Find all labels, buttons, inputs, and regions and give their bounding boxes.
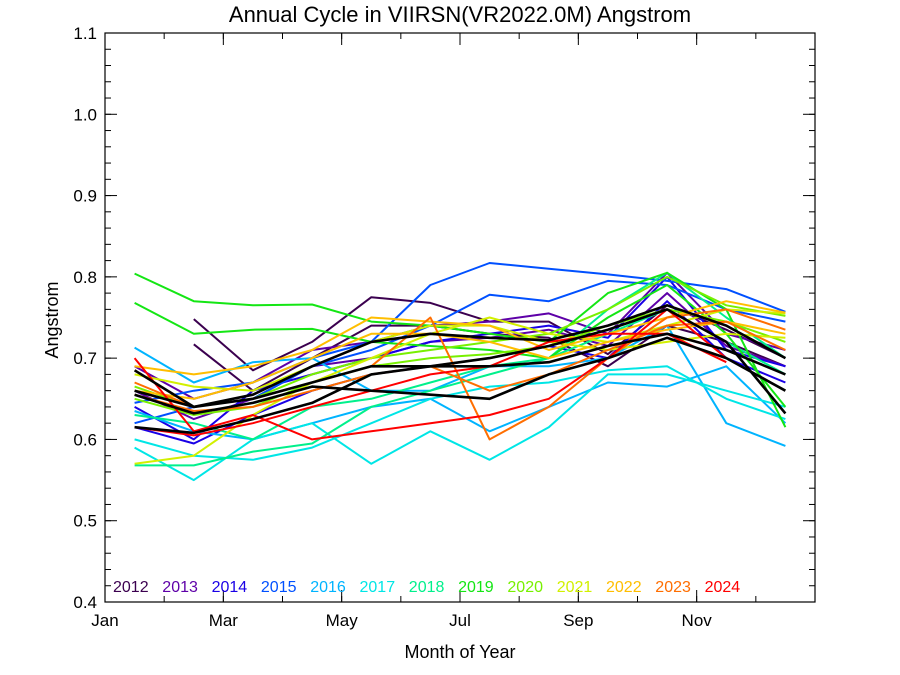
legend-entry-2024: 2024 <box>705 579 741 596</box>
climatology-group <box>133 304 787 435</box>
series-line-2017-1 <box>134 373 786 482</box>
y-tick-label: 0.9 <box>73 187 97 206</box>
legend-entry-2022: 2022 <box>606 579 642 596</box>
climatology-line-2 <box>134 336 787 415</box>
x-tick-label: Jan <box>91 611 118 630</box>
series-line-2017-2 <box>134 365 786 461</box>
legend-entry-2017: 2017 <box>360 579 396 596</box>
y-tick-label: 1.1 <box>73 24 97 43</box>
x-tick-label: Sep <box>563 611 593 630</box>
y-tick-label: 0.4 <box>73 593 97 612</box>
legend-entry-2023: 2023 <box>655 579 691 596</box>
y-tick-label: 1.0 <box>73 105 97 124</box>
series-line-2022-2 <box>134 320 786 400</box>
legend-entry-2020: 2020 <box>507 579 543 596</box>
series-line-2023-2 <box>134 320 786 412</box>
y-axis-label: Angstrom <box>42 281 62 358</box>
plot-area: 0.4 0.5 0.6 0.7 0.8 0.9 1.0 1.1 Jan Mar May Jul Sep N… <box>73 24 816 630</box>
series-line-2014-2 <box>134 300 786 445</box>
series-line-2019-2 <box>134 284 787 408</box>
series-line-2021-1 <box>134 308 786 465</box>
y-tick-label: 0.6 <box>73 430 97 449</box>
legend-entry-2016: 2016 <box>310 579 346 596</box>
legend-entry-2021: 2021 <box>557 579 593 596</box>
x-tick-label: Jul <box>449 611 471 630</box>
climatology-line-3 <box>134 308 787 435</box>
series-line-2019-1 <box>134 271 787 428</box>
x-tick-label: Nov <box>682 611 713 630</box>
legend-entry-2018: 2018 <box>409 579 445 596</box>
y-tick-label: 0.8 <box>73 268 97 287</box>
legend-entry-2019: 2019 <box>458 579 494 596</box>
series-line-2013-2 <box>134 292 786 421</box>
legend-entry-2014: 2014 <box>212 579 248 596</box>
x-tick-label: Mar <box>209 611 239 630</box>
climatology-line-4 <box>134 304 787 409</box>
x-axis-label: Month of Year <box>404 642 515 662</box>
series-line-2018-1 <box>134 271 786 441</box>
series-line-2024-2 <box>134 332 727 437</box>
legend: 2012 2013 2014 2015 2016 2017 2018 2019 2020 2021… <box>113 579 740 596</box>
series-line-2016-2 <box>134 365 787 441</box>
legend-entry-2012: 2012 <box>113 579 149 596</box>
climatology-line-1 <box>133 332 786 409</box>
x-tick-label: May <box>326 611 359 630</box>
legend-entry-2015: 2015 <box>261 579 297 596</box>
y-tick-label: 0.7 <box>73 349 97 368</box>
chart-title: Annual Cycle in VIIRSN(VR2022.0M) Angstr… <box>229 2 691 27</box>
legend-entry-2013: 2013 <box>162 579 198 596</box>
y-tick-label: 0.5 <box>73 512 97 531</box>
series-group <box>133 262 787 482</box>
